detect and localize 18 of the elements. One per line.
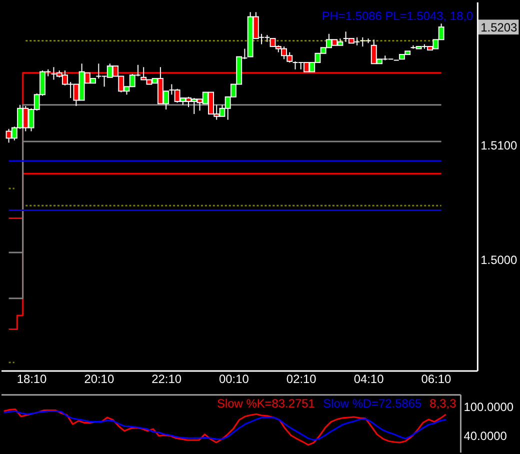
x-tick-label: 04:10 — [354, 372, 384, 386]
series-label: Slow %D=72.5865 — [323, 396, 422, 410]
line-series — [3, 408, 447, 446]
y-tick-label: 40.0000 — [464, 428, 508, 443]
x-tick-label: 18:10 — [16, 372, 48, 386]
text: PH=1.5086 PL=1.5043, 18,0 — [322, 8, 474, 23]
line-series — [3, 410, 447, 441]
x-tick-label: 06:10 — [421, 372, 452, 386]
annotation: 8,3,3 — [430, 396, 457, 410]
y-tick-label: 100.0000 — [464, 400, 514, 414]
y-tick-label: 1.5203 — [480, 20, 518, 35]
series-label: Slow %K=83.2751 — [217, 396, 316, 410]
x-tick-label: 00:10 — [219, 372, 250, 386]
y-tick-label: 1.5100 — [480, 138, 518, 152]
x-tick-label: 02:10 — [286, 372, 317, 386]
y-tick-label: 1.5000 — [480, 252, 518, 267]
x-tick-label: 20:10 — [84, 372, 114, 386]
x-tick-label: 22:10 — [152, 372, 182, 386]
